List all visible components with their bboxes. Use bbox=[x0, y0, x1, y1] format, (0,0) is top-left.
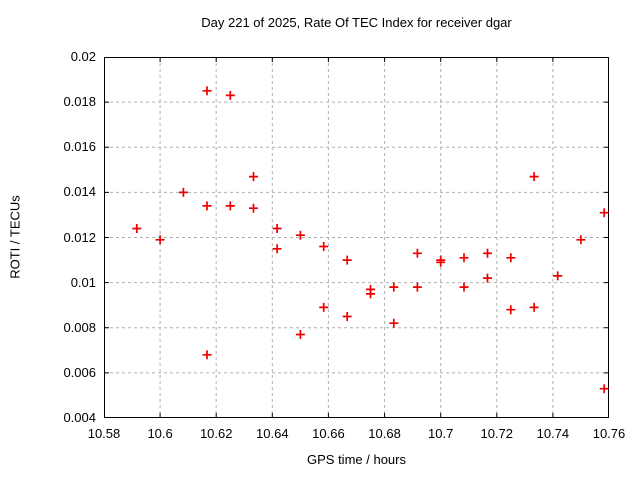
data-point-marker bbox=[483, 248, 492, 258]
data-point-marker bbox=[178, 187, 188, 197]
data-point-marker bbox=[319, 302, 329, 312]
data-point-marker bbox=[529, 302, 539, 312]
data-point-marker bbox=[506, 253, 516, 263]
data-point-marker bbox=[366, 289, 375, 299]
data-point-marker bbox=[506, 305, 516, 315]
data-point-marker bbox=[155, 235, 165, 245]
x-tick-label: 10.64 bbox=[256, 426, 289, 441]
x-tick-label: 10.68 bbox=[368, 426, 401, 441]
data-point-marker bbox=[342, 312, 352, 321]
data-point-marker bbox=[202, 201, 212, 211]
x-tick-label: 10.66 bbox=[312, 426, 345, 441]
data-point-marker bbox=[389, 282, 399, 292]
data-point-marker bbox=[295, 330, 305, 339]
data-point-marker bbox=[389, 318, 399, 328]
y-tick-label: 0.016 bbox=[63, 139, 96, 155]
data-point-marker bbox=[295, 230, 305, 240]
y-tick-label: 0.018 bbox=[63, 94, 96, 110]
data-point-marker bbox=[225, 201, 235, 211]
data-point-marker bbox=[436, 257, 446, 267]
data-point-marker bbox=[483, 273, 492, 283]
x-tick-label: 10.62 bbox=[199, 426, 233, 441]
data-point-marker bbox=[599, 384, 609, 394]
data-point-marker bbox=[249, 172, 258, 182]
data-point-marker bbox=[342, 255, 352, 265]
x-tick-label: 10.76 bbox=[592, 426, 626, 441]
data-point-marker bbox=[576, 235, 586, 245]
y-tick-label: 0.01 bbox=[70, 274, 96, 290]
data-point-marker bbox=[459, 253, 469, 263]
data-point-marker bbox=[459, 282, 469, 292]
y-tick-label: 0.008 bbox=[63, 319, 96, 335]
data-point-marker bbox=[272, 224, 282, 233]
x-tick-label: 10.6 bbox=[147, 426, 173, 441]
y-tick-label: 0.004 bbox=[63, 410, 96, 425]
data-point-marker bbox=[553, 271, 563, 281]
y-tick-label: 0.014 bbox=[63, 184, 96, 200]
chart-title: Day 221 of 2025, Rate Of TEC Index for r… bbox=[201, 15, 512, 30]
data-point-marker bbox=[599, 208, 609, 218]
y-tick-label: 0.006 bbox=[63, 364, 96, 380]
y-tick-label: 0.02 bbox=[70, 49, 96, 64]
x-tick-label: 10.72 bbox=[480, 426, 514, 441]
data-point-marker bbox=[132, 224, 142, 233]
data-point-marker bbox=[529, 172, 539, 182]
x-tick-label: 10.74 bbox=[536, 426, 570, 441]
data-point-marker bbox=[202, 86, 212, 96]
x-axis-label: GPS time / hours bbox=[307, 452, 406, 467]
x-tick-label: 10.7 bbox=[428, 426, 454, 441]
x-tick-label: 10.58 bbox=[87, 426, 121, 441]
plot-area bbox=[104, 57, 609, 418]
data-point-marker bbox=[202, 350, 212, 360]
data-point-marker bbox=[249, 203, 258, 213]
data-point-marker bbox=[319, 242, 329, 251]
data-point-marker bbox=[412, 282, 422, 292]
data-point-marker bbox=[272, 244, 282, 254]
y-tick-label: 0.012 bbox=[63, 229, 96, 245]
data-point-marker bbox=[225, 90, 235, 100]
data-point-marker bbox=[412, 248, 422, 258]
plot-border bbox=[104, 57, 609, 418]
